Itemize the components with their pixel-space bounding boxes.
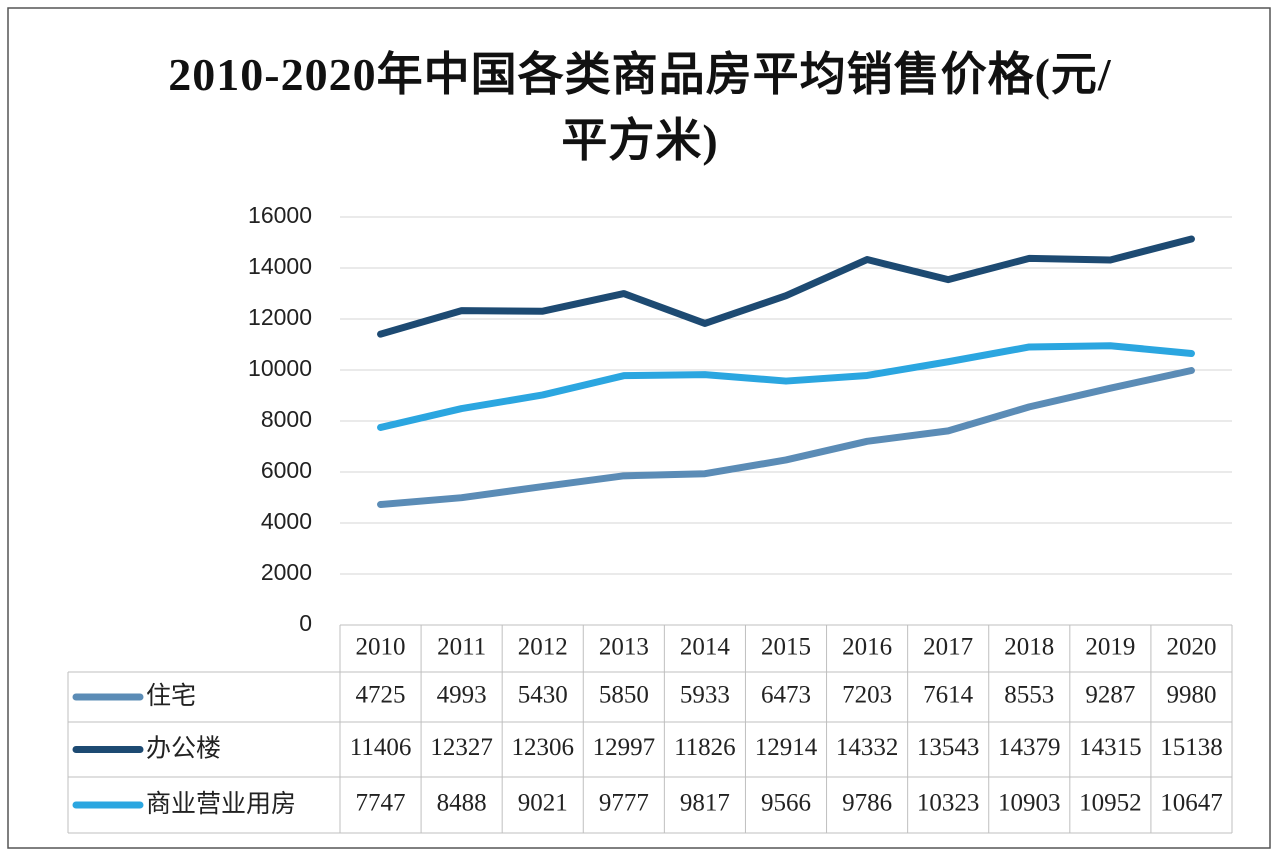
series-line [377,367,1195,509]
table-value: 9786 [842,790,892,817]
table-value: 6473 [761,682,811,709]
y-tick-label: 14000 [248,253,312,279]
table-value: 14315 [1079,734,1142,761]
chart-title: 2010-2020年中国各类商品房平均销售价格(元/平方米) [168,49,1112,166]
table-value: 14332 [836,734,899,761]
y-tick-label: 10000 [248,355,312,381]
table-value: 7203 [842,682,892,709]
x-category-label: 2015 [761,634,811,661]
table-value: 8553 [1004,682,1054,709]
x-category-label: 2016 [842,634,892,661]
table-value: 9777 [599,790,649,817]
x-category-label: 2017 [923,634,973,661]
table-value: 12997 [593,734,656,761]
table-value: 5850 [599,682,649,709]
table-value: 12327 [430,734,493,761]
table-value: 11826 [674,734,736,761]
table-value: 9566 [761,790,811,817]
series-line [377,342,1195,431]
chart-border [7,7,1271,849]
x-category-label: 2013 [599,634,649,661]
table-value: 5933 [680,682,730,709]
table-value: 7747 [356,790,406,817]
y-tick-label: 4000 [261,508,312,534]
table-value: 10323 [917,790,980,817]
table-value: 14379 [998,734,1061,761]
table-value: 4725 [356,682,406,709]
legend-label: 办公楼 [146,734,221,763]
x-category-label: 2012 [518,634,568,661]
table-value: 7614 [923,682,974,709]
series-line [377,235,1195,338]
table-value: 8488 [437,790,487,817]
table-value: 13543 [917,734,980,761]
x-category-label: 2011 [437,634,486,661]
x-category-label: 2020 [1166,634,1216,661]
y-tick-label: 8000 [261,406,312,432]
table-value: 10903 [998,790,1061,817]
y-tick-label: 12000 [248,304,312,330]
table-value: 9980 [1166,682,1216,709]
table-value: 9021 [518,790,568,817]
x-category-label: 2018 [1004,634,1054,661]
legend-label: 住宅 [146,681,196,710]
x-category-label: 2010 [356,634,406,661]
table-value: 9287 [1085,682,1135,709]
y-tick-label: 0 [299,610,312,636]
y-tick-label: 6000 [261,457,312,483]
table-value: 12914 [755,734,818,761]
x-category-label: 2019 [1085,634,1135,661]
table-value: 11406 [350,734,412,761]
legend-label: 商业营业用房 [146,789,296,818]
table-value: 10952 [1079,790,1142,817]
table-value: 9817 [680,790,730,817]
y-tick-label: 16000 [248,202,312,228]
x-category-label: 2014 [680,634,731,661]
table-value: 10647 [1160,790,1223,817]
y-tick-label: 2000 [261,559,312,585]
table-value: 12306 [511,734,574,761]
table-value: 4993 [437,682,487,709]
table-value: 15138 [1160,734,1223,761]
table-value: 5430 [518,682,568,709]
